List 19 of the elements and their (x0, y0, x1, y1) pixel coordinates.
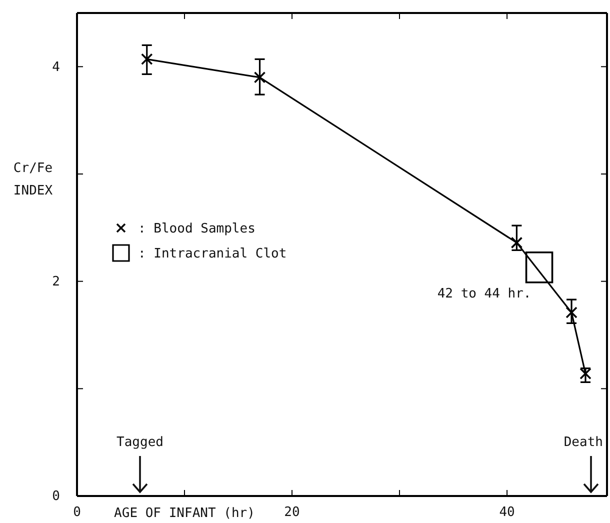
x-axis-title: AGE OF INFANT (hr) (114, 506, 255, 521)
annotation: Tagged (116, 435, 164, 450)
point (510, 236, 523, 249)
y-tick-label: 2 (52, 274, 60, 290)
point (254, 72, 266, 84)
point (566, 306, 578, 318)
x-tick-label: 40 (499, 504, 515, 520)
annotation: Death (564, 435, 603, 450)
point (140, 53, 153, 66)
point (525, 251, 554, 284)
legend-label: : Blood Samples (138, 222, 256, 237)
y-tick-label: 4 (52, 60, 60, 75)
legend-label: : Intracranial Clot (138, 246, 287, 262)
annotation: 42 to 44 hr. (437, 286, 532, 302)
point (580, 368, 592, 380)
x-tick-label: 0 (73, 504, 81, 520)
y-axis-title: Cr/Fe INDEX (13, 161, 53, 199)
x-tick-label: 20 (284, 504, 300, 520)
y-tick-label: 0 (52, 489, 60, 504)
